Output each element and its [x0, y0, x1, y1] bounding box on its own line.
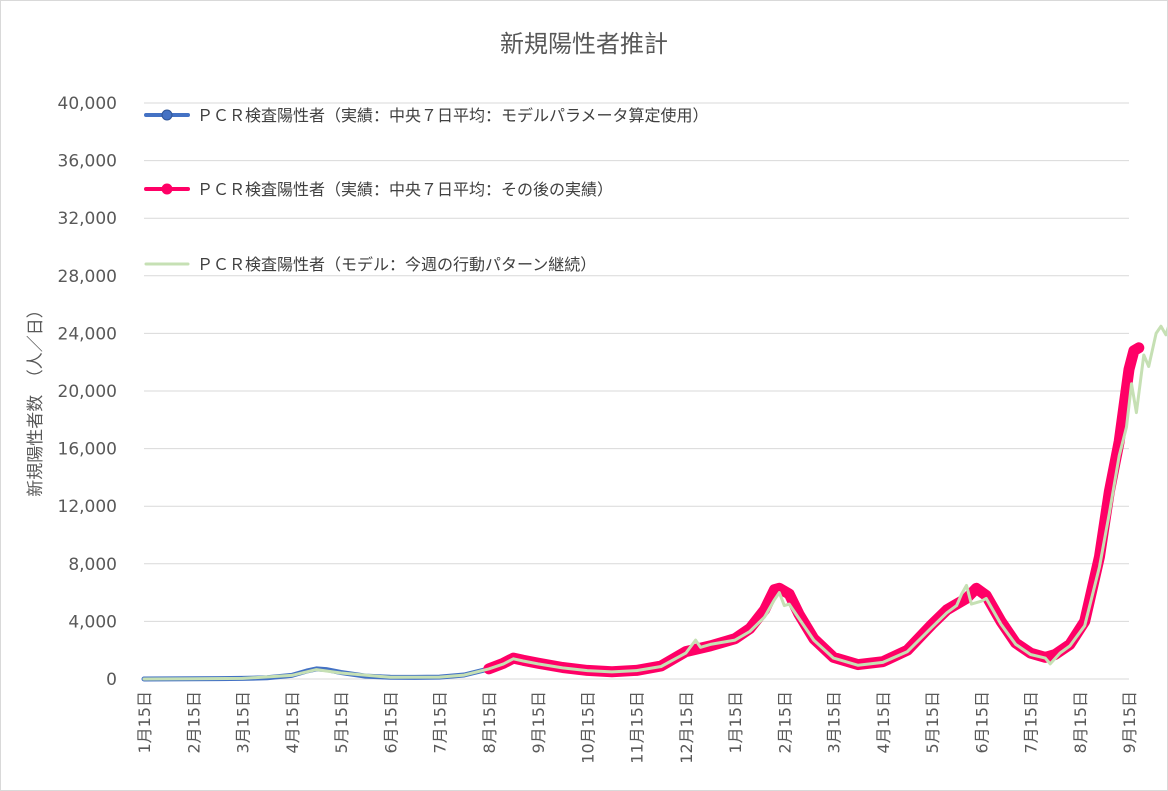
y-axis-label: 新規陽性者数 （人／日） [26, 301, 46, 497]
x-tick-label: 1月15日 [726, 691, 745, 754]
x-tick-label: 6月15日 [381, 691, 400, 754]
series-line-3 [142, 324, 1167, 681]
x-tick-label: 8月15日 [480, 691, 499, 754]
chart-title: 新規陽性者推計 [500, 30, 668, 58]
y-tick-label: 28,000 [58, 267, 117, 287]
y-tick-label: 4,000 [68, 612, 117, 632]
series-lines [141, 324, 1167, 682]
x-tick-label: 2月15日 [775, 691, 794, 754]
legend-swatch-marker [161, 109, 173, 121]
legend-swatch-marker [161, 183, 173, 195]
y-tick-label: 36,000 [58, 152, 117, 172]
x-tick-label: 2月15日 [184, 691, 203, 754]
legend-entry: ＰＣＲ検査陽性者（実績：中央７日平均：その後の実績） [197, 180, 613, 199]
x-tick-label: 4月15日 [874, 691, 893, 754]
x-tick-label: 1月15日 [135, 691, 154, 754]
y-tick-label: 32,000 [58, 209, 117, 229]
x-tick-label: 4月15日 [283, 691, 302, 754]
legend-entry: ＰＣＲ検査陽性者（実績：中央７日平均：モデルパラメータ算定使用） [197, 106, 709, 125]
series-line-2 [483, 342, 1145, 678]
x-tick-label: 7月15日 [431, 691, 450, 754]
x-tick-label: 11月15日 [628, 691, 647, 764]
legend-entry: ＰＣＲ検査陽性者（モデル：今週の行動パターン継続） [197, 255, 596, 274]
y-tick-label: 12,000 [58, 497, 117, 517]
y-tick-label: 20,000 [58, 382, 117, 402]
y-tick-label: 40,000 [58, 94, 117, 114]
x-tick-label: 7月15日 [1022, 691, 1041, 754]
x-tick-label: 3月15日 [825, 691, 844, 754]
legend: ＰＣＲ検査陽性者（実績：中央７日平均：モデルパラメータ算定使用） ＰＣＲ検査陽性者… [144, 106, 709, 274]
x-tick-label: 5月15日 [923, 691, 942, 754]
x-tick-label: 5月15日 [332, 691, 351, 754]
x-tick-label: 8月15日 [1071, 691, 1090, 754]
y-tick-label: 16,000 [58, 440, 117, 460]
gridlines [144, 102, 1129, 680]
x-tick-label: 9月15日 [1120, 691, 1139, 754]
y-tick-label: 8,000 [68, 555, 117, 575]
y-axis-ticks: 0 4,000 8,000 12,000 16,000 20,000 24,000 28,00… [58, 94, 117, 690]
x-tick-label: 6月15日 [972, 691, 991, 754]
x-axis-ticks: 1月15日 2月15日 3月15日 4月15日 5月15日 6月15日 7月15日 8月15日… [135, 691, 1139, 764]
x-tick-label: 3月15日 [234, 691, 253, 754]
x-tick-label: 10月15日 [578, 691, 597, 764]
y-tick-label: 0 [106, 670, 117, 690]
x-tick-label: 9月15日 [529, 691, 548, 754]
y-tick-label: 24,000 [58, 324, 117, 344]
x-tick-label: 12月15日 [677, 691, 696, 764]
